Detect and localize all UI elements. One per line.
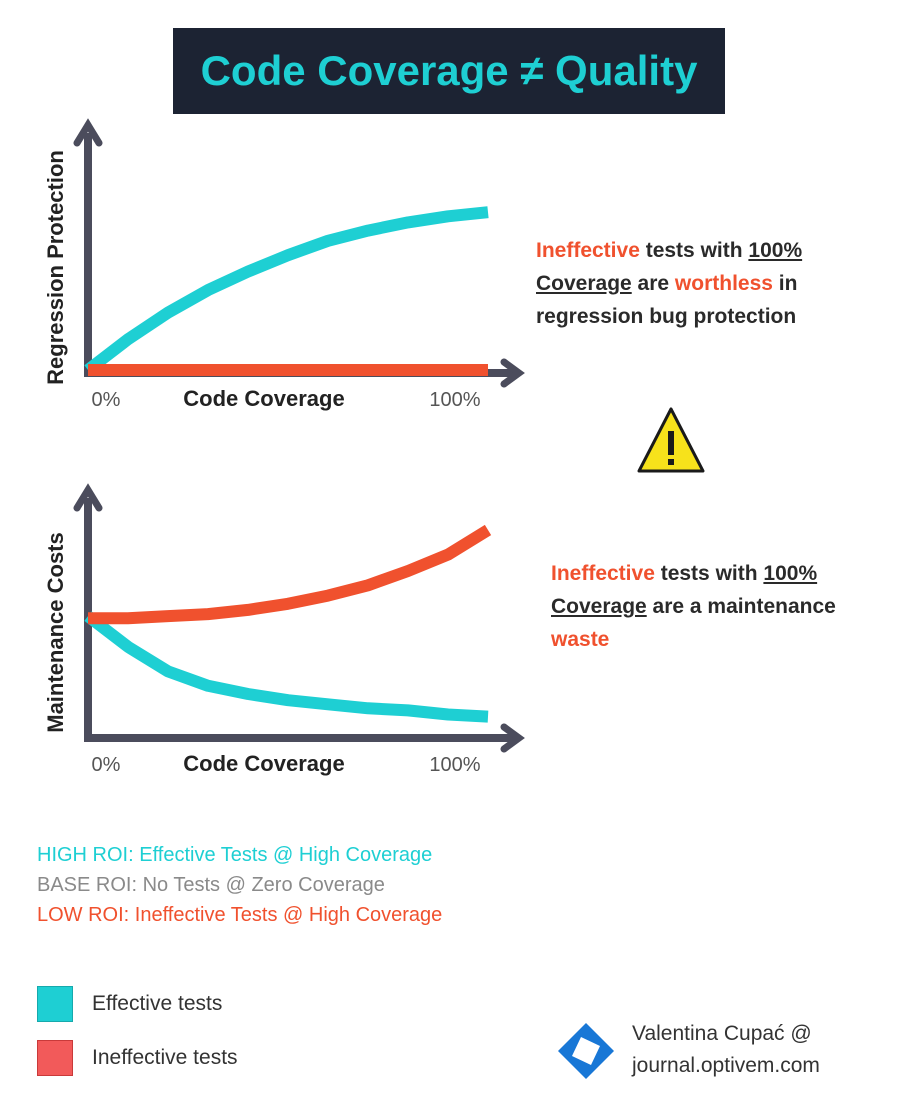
legend-swatch-ineffective [37,1040,73,1076]
author-name: Valentina Cupać @ [632,1022,812,1045]
roi-low-text: LOW ROI: Ineffective Tests @ High Covera… [37,904,443,926]
annotation-highlight: Ineffective [536,239,640,262]
annotation-highlight: waste [551,628,610,651]
annotation-highlight: worthless [674,272,773,295]
series-line-effective-tests [84,206,489,375]
x-tick-label: 100% [429,389,480,411]
annotation-highlight: Ineffective [551,562,655,585]
x-axis-label: Code Coverage [183,751,344,776]
series-line-ineffective-tests [88,524,492,625]
x-tick-label: 0% [92,389,121,411]
title-banner: Code Coverage ≠ Quality [173,28,725,114]
annotation-underline: 100% Coverage [551,562,818,618]
series-line-effective-tests [84,611,489,723]
annotation-underline: 100% Coverage [536,239,803,295]
author-credit: Valentina Cupać @ journal.optivem.com [632,1018,820,1082]
annotation-text: are a maintenance [646,595,836,618]
warning-triangle-icon [636,405,706,480]
annotation-text: tests with [639,239,749,262]
x-tick-label: 0% [92,754,121,776]
page-title: Code Coverage ≠ Quality [200,47,698,94]
legend-swatch-effective [37,986,73,1022]
x-axis-arrow [500,358,525,388]
annotation-text: in regression bug protection [536,272,798,328]
annotation-text: are [631,272,675,295]
annotation-maintenance: Ineffective tests with 100% Coverage are… [551,557,851,656]
y-axis-label: Regression Protection [43,150,68,385]
x-tick-label: 100% [429,754,480,776]
author-site: journal.optivem.com [632,1054,820,1077]
y-axis-arrow [73,483,103,512]
legend-label-ineffective: Ineffective tests [92,1046,238,1069]
optivem-logo-icon [555,1020,617,1087]
chart-regression-protection: 0% 100% Code Coverage Regression Protection [43,118,525,411]
annotation-regression: Ineffective tests with 100% Coverage are… [536,234,856,333]
y-axis-label: Maintenance Costs [43,532,68,733]
roi-high-text: HIGH ROI: Effective Tests @ High Coverag… [37,844,433,866]
x-axis-arrow [500,723,525,753]
legend-label-effective: Effective tests [92,992,223,1015]
x-axis-label: Code Coverage [183,386,344,411]
roi-base-text: BASE ROI: No Tests @ Zero Coverage [37,874,385,896]
chart-maintenance-costs: 0% 100% Code Coverage Maintenance Costs [43,483,525,776]
y-axis-arrow [73,118,103,147]
annotation-text: tests with [654,562,764,585]
